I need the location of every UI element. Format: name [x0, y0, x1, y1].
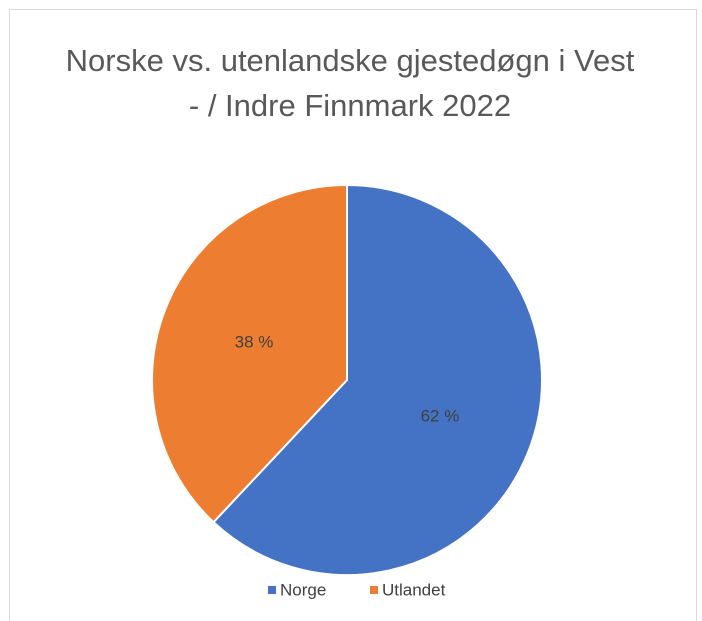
chart-title: Norske vs. utenlandske gjestedøgn i Vest… — [65, 43, 635, 123]
data-label: 62 % — [421, 406, 460, 425]
legend-label: Norge — [280, 580, 326, 599]
data-label: 38 % — [235, 333, 274, 352]
legend-swatch — [370, 586, 378, 594]
pie-slice — [212, 183, 543, 576]
legend-swatch — [268, 586, 276, 594]
chart-frame — [9, 9, 697, 621]
pie-slice — [151, 183, 348, 524]
legend-label: Utlandet — [382, 580, 446, 599]
